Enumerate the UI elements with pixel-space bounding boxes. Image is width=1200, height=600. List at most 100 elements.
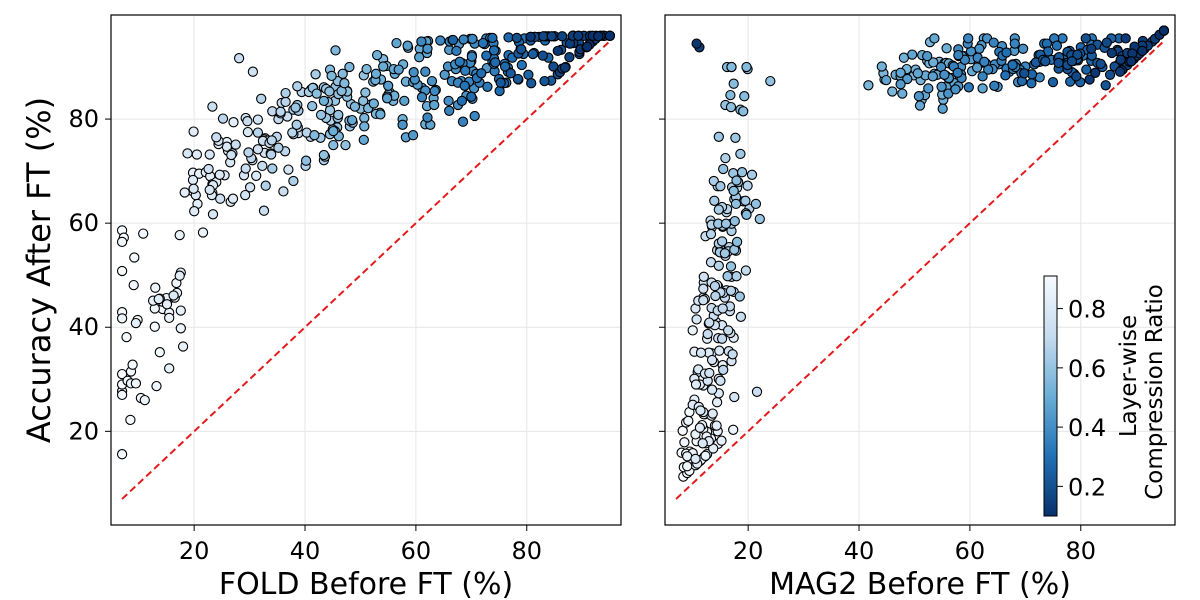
fold-data-point	[359, 121, 370, 132]
fold-scatter-panel: 20 40 60 80 20 40 60 80 FOLD Before FT (%) Accu…	[20, 14, 622, 600]
mag2-data-point	[718, 163, 729, 175]
mag2-data-point	[1009, 38, 1020, 49]
mag2-data-point	[735, 311, 747, 322]
mag2-data-point	[963, 33, 974, 44]
fold-data-point	[207, 101, 218, 112]
mag2-data-point	[729, 215, 740, 227]
fold-data-point	[168, 290, 179, 301]
fold-data-point	[150, 282, 161, 293]
fold-data-point	[487, 32, 498, 44]
mag2-data-point	[723, 325, 734, 336]
fold-data-point	[175, 305, 186, 316]
fold-data-point	[226, 149, 237, 161]
fold-points	[116, 30, 616, 460]
mag2-data-point	[734, 291, 745, 302]
fold-data-point	[300, 155, 312, 166]
fold-data-point	[490, 57, 501, 68]
fold-data-point	[516, 59, 527, 71]
mag2-data-point	[708, 443, 719, 454]
fold-x-tick-label: 40	[290, 537, 321, 565]
fold-data-point	[174, 229, 185, 241]
mag2-data-point	[719, 248, 731, 259]
mag2-data-point	[698, 295, 709, 306]
mag2-data-point	[1051, 40, 1063, 51]
mag2-data-point	[728, 185, 739, 197]
fold-data-point	[177, 341, 189, 352]
fold-data-point	[125, 414, 136, 426]
fold-data-point	[564, 52, 575, 63]
mag2-data-point	[730, 198, 742, 210]
mag2-data-point	[1084, 74, 1095, 85]
mag2-data-point	[705, 228, 717, 240]
mag2-data-point	[1019, 68, 1030, 79]
fold-data-point	[416, 36, 427, 47]
mag2-data-point	[1007, 59, 1018, 71]
mag2-data-point	[704, 367, 715, 379]
fold-data-point	[525, 31, 536, 43]
fold-data-point	[422, 43, 433, 54]
mag2-data-point	[927, 71, 938, 82]
fold-data-point	[371, 49, 383, 61]
mag2-data-point	[711, 420, 722, 431]
fold-data-point	[189, 206, 200, 217]
fold-data-point	[582, 41, 593, 52]
mag2-data-point	[902, 73, 913, 85]
mag2-data-point	[713, 204, 724, 215]
fold-data-point	[318, 149, 330, 161]
fold-data-point	[526, 78, 537, 89]
fold-y-tick-label: 80	[68, 105, 99, 133]
colorbar-label-line1: Layer-wise	[1116, 315, 1142, 437]
fold-data-point	[310, 69, 321, 80]
mag2-data-point	[731, 175, 742, 186]
mag2-data-point	[706, 384, 718, 395]
fold-data-point	[227, 193, 239, 204]
mag2-data-point	[720, 218, 732, 229]
fold-data-point	[197, 227, 209, 238]
mag2-data-point	[690, 453, 701, 465]
fold-data-point	[188, 126, 199, 137]
fold-data-point	[456, 95, 468, 107]
fold-data-point	[458, 34, 469, 45]
fold-data-point	[328, 139, 339, 151]
mag2-data-point	[698, 283, 709, 294]
fold-data-point	[116, 313, 128, 324]
mag2-data-point	[716, 435, 727, 446]
fold-data-point	[559, 62, 571, 73]
mag2-ticks: 20 40 60 80	[659, 118, 1096, 565]
fold-data-point	[399, 95, 410, 107]
mag2-data-point	[722, 271, 733, 282]
mag2-data-point	[731, 236, 743, 248]
mag2-data-point	[716, 236, 728, 247]
mag2-data-point	[736, 167, 748, 178]
mag2-data-point	[895, 79, 906, 90]
mag2-data-point	[710, 290, 721, 302]
fold-data-point	[116, 389, 128, 401]
fold-data-point	[516, 44, 527, 55]
mag2-data-point	[707, 408, 718, 419]
mag2-data-point	[1017, 43, 1029, 54]
mag2-data-point	[728, 424, 739, 435]
fold-data-point	[214, 169, 225, 180]
mag2-data-point	[1000, 70, 1011, 81]
fold-data-point	[476, 68, 487, 79]
fold-data-point	[164, 363, 175, 374]
fold-data-point	[252, 127, 264, 138]
fold-data-point	[402, 40, 413, 51]
fold-data-point	[512, 73, 524, 85]
fold-data-point	[552, 45, 563, 57]
fold-data-point	[361, 63, 372, 75]
fold-data-point	[537, 50, 548, 61]
mag2-data-point	[682, 461, 693, 472]
mag2-data-point	[937, 103, 948, 114]
fold-data-point	[242, 126, 254, 138]
fold-data-point	[258, 205, 270, 216]
mag2-data-point	[704, 317, 715, 328]
mag2-data-point	[729, 391, 740, 403]
fold-data-point	[203, 163, 214, 175]
fold-data-point	[397, 119, 408, 130]
mag2-data-point	[887, 86, 898, 97]
mag2-data-point	[895, 67, 906, 78]
mag2-data-point	[952, 67, 963, 78]
fold-data-point	[182, 148, 193, 159]
fold-data-point	[280, 96, 291, 108]
